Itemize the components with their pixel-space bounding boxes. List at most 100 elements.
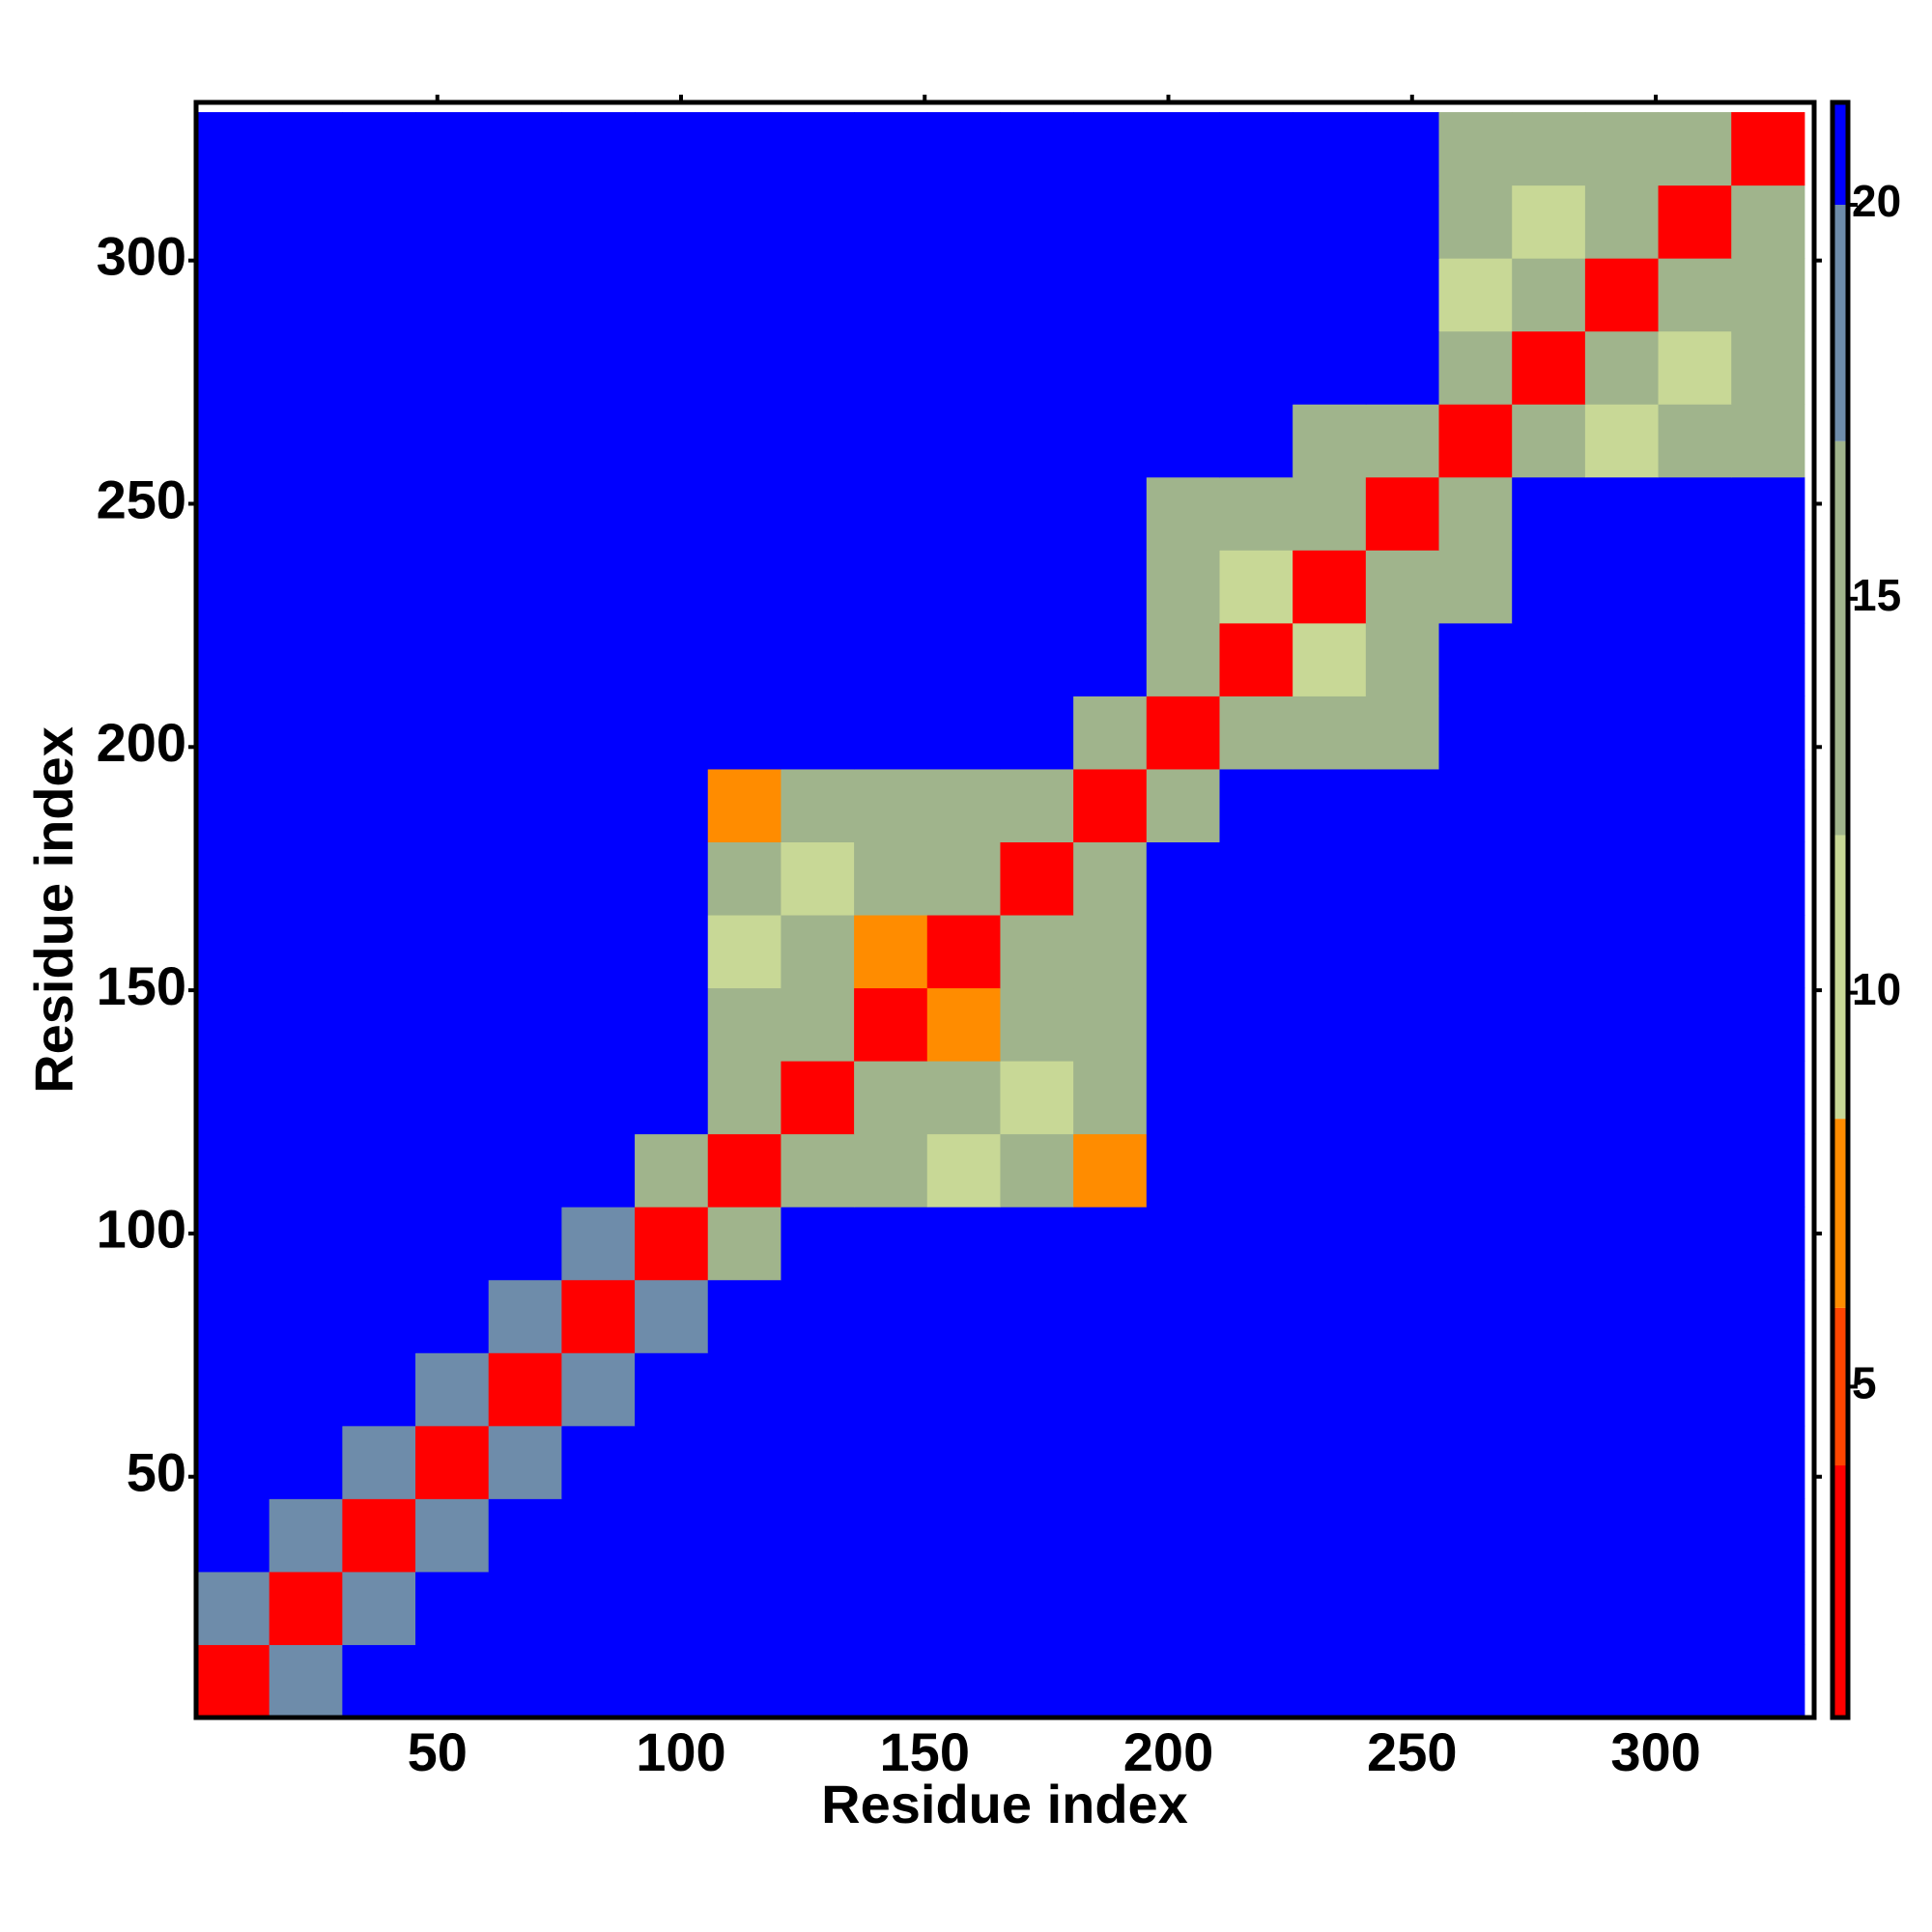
heatmap-cell bbox=[707, 1425, 781, 1499]
heatmap-cell bbox=[196, 1133, 270, 1208]
heatmap-cell bbox=[1219, 185, 1293, 259]
heatmap-cell bbox=[781, 112, 855, 186]
heatmap-cell bbox=[1365, 915, 1440, 989]
heatmap-cell bbox=[854, 1571, 928, 1645]
heatmap-cell bbox=[196, 841, 270, 916]
heatmap-cell bbox=[196, 1498, 270, 1573]
heatmap-cell bbox=[1512, 1061, 1586, 1135]
heatmap-cell bbox=[1000, 550, 1074, 624]
heatmap-cell bbox=[1146, 1644, 1220, 1719]
heatmap-cell bbox=[1219, 1571, 1293, 1645]
heatmap-cell bbox=[781, 1061, 855, 1135]
heatmap-cell bbox=[1219, 404, 1293, 478]
heatmap-cell bbox=[1073, 841, 1148, 916]
heatmap-cell bbox=[1219, 1644, 1293, 1719]
heatmap-cell bbox=[1293, 987, 1367, 1062]
heatmap-cell bbox=[1438, 622, 1513, 696]
heatmap-cell bbox=[635, 1279, 709, 1353]
heatmap-cell bbox=[1365, 987, 1440, 1062]
heatmap-cell bbox=[1146, 550, 1220, 624]
heatmap-cell bbox=[1146, 185, 1220, 259]
heatmap-cell bbox=[342, 185, 416, 259]
heatmap-cell bbox=[1584, 1425, 1660, 1499]
heatmap-cell bbox=[707, 1061, 781, 1135]
heatmap-cell bbox=[1146, 841, 1220, 916]
heatmap-cell bbox=[196, 1644, 270, 1719]
heatmap-cell bbox=[1146, 404, 1220, 478]
heatmap-cell bbox=[342, 841, 416, 916]
heatmap-cell bbox=[1512, 330, 1586, 405]
heatmap-cell bbox=[1365, 404, 1440, 478]
heatmap-cell bbox=[1512, 1279, 1586, 1353]
heatmap-cell bbox=[269, 258, 343, 332]
heatmap-cell bbox=[1146, 330, 1220, 405]
heatmap-cell bbox=[415, 1279, 490, 1353]
heatmap-cell bbox=[196, 476, 270, 551]
heatmap-cell bbox=[1658, 915, 1732, 989]
heatmap-cell bbox=[561, 330, 636, 405]
heatmap-cell bbox=[415, 768, 490, 842]
heatmap-cell bbox=[1219, 1207, 1293, 1281]
y-tick-label: 50 bbox=[127, 1442, 186, 1503]
heatmap-cell bbox=[561, 258, 636, 332]
heatmap-cell bbox=[1658, 1279, 1732, 1353]
heatmap-cell bbox=[926, 550, 1001, 624]
heatmap-cell bbox=[1219, 696, 1293, 770]
heatmap-cell bbox=[1073, 1571, 1148, 1645]
heatmap-cell bbox=[1293, 550, 1367, 624]
heatmap-cell bbox=[342, 1061, 416, 1135]
y-tick-label: 300 bbox=[97, 225, 186, 286]
heatmap-cell bbox=[1731, 915, 1805, 989]
heatmap-cell bbox=[1073, 1498, 1148, 1573]
heatmap-cell bbox=[1073, 915, 1148, 989]
heatmap-cell bbox=[781, 1352, 855, 1427]
heatmap-cell bbox=[635, 768, 709, 842]
heatmap-cell bbox=[196, 258, 270, 332]
heatmap-cell bbox=[854, 696, 928, 770]
heatmap-cell bbox=[342, 1498, 416, 1573]
heatmap-cell bbox=[488, 1207, 562, 1281]
heatmap-cell bbox=[1073, 1207, 1148, 1281]
heatmap-cell bbox=[781, 1207, 855, 1281]
heatmap-cell bbox=[1146, 1352, 1220, 1427]
colorbar-tick-label: 10 bbox=[1852, 964, 1901, 1014]
heatmap-cell bbox=[1438, 550, 1513, 624]
heatmap-cell bbox=[1658, 1207, 1732, 1281]
heatmap-cell bbox=[488, 185, 562, 259]
heatmap-cell bbox=[1658, 185, 1732, 259]
heatmap-cell bbox=[415, 696, 490, 770]
heatmap-cell bbox=[635, 1571, 709, 1645]
heatmap-cell bbox=[269, 1279, 343, 1353]
heatmap-cell bbox=[415, 915, 490, 989]
heatmap-cell bbox=[1512, 1498, 1586, 1573]
y-tick-label: 250 bbox=[97, 469, 186, 529]
heatmap-cell bbox=[269, 987, 343, 1062]
heatmap-cell bbox=[561, 185, 636, 259]
heatmap-cell bbox=[1219, 476, 1293, 551]
heatmap-cell bbox=[196, 185, 270, 259]
heatmap-cell bbox=[854, 1133, 928, 1208]
heatmap-cell bbox=[781, 622, 855, 696]
heatmap-cell bbox=[1293, 1644, 1367, 1719]
heatmap-cell bbox=[1584, 185, 1660, 259]
heatmap-cell bbox=[269, 696, 343, 770]
heatmap-cell bbox=[488, 330, 562, 405]
heatmap-cell bbox=[1293, 185, 1367, 259]
heatmap-cell bbox=[561, 1571, 636, 1645]
heatmap-cell bbox=[415, 1352, 490, 1427]
heatmap-cell bbox=[1219, 1279, 1293, 1353]
heatmap-cell bbox=[1584, 1061, 1660, 1135]
heatmap-cell bbox=[415, 987, 490, 1062]
heatmap-cell bbox=[635, 404, 709, 478]
heatmap-cell bbox=[926, 1133, 1001, 1208]
heatmap-cell bbox=[1584, 768, 1660, 842]
heatmap-cell bbox=[1073, 768, 1148, 842]
heatmap-cell bbox=[415, 1644, 490, 1719]
heatmap-cell bbox=[196, 768, 270, 842]
heatmap-cell bbox=[781, 768, 855, 842]
heatmap-cell bbox=[1365, 1352, 1440, 1427]
heatmap-cell bbox=[1073, 1644, 1148, 1719]
heatmap-cell bbox=[1658, 258, 1732, 332]
heatmap-cell bbox=[781, 987, 855, 1062]
